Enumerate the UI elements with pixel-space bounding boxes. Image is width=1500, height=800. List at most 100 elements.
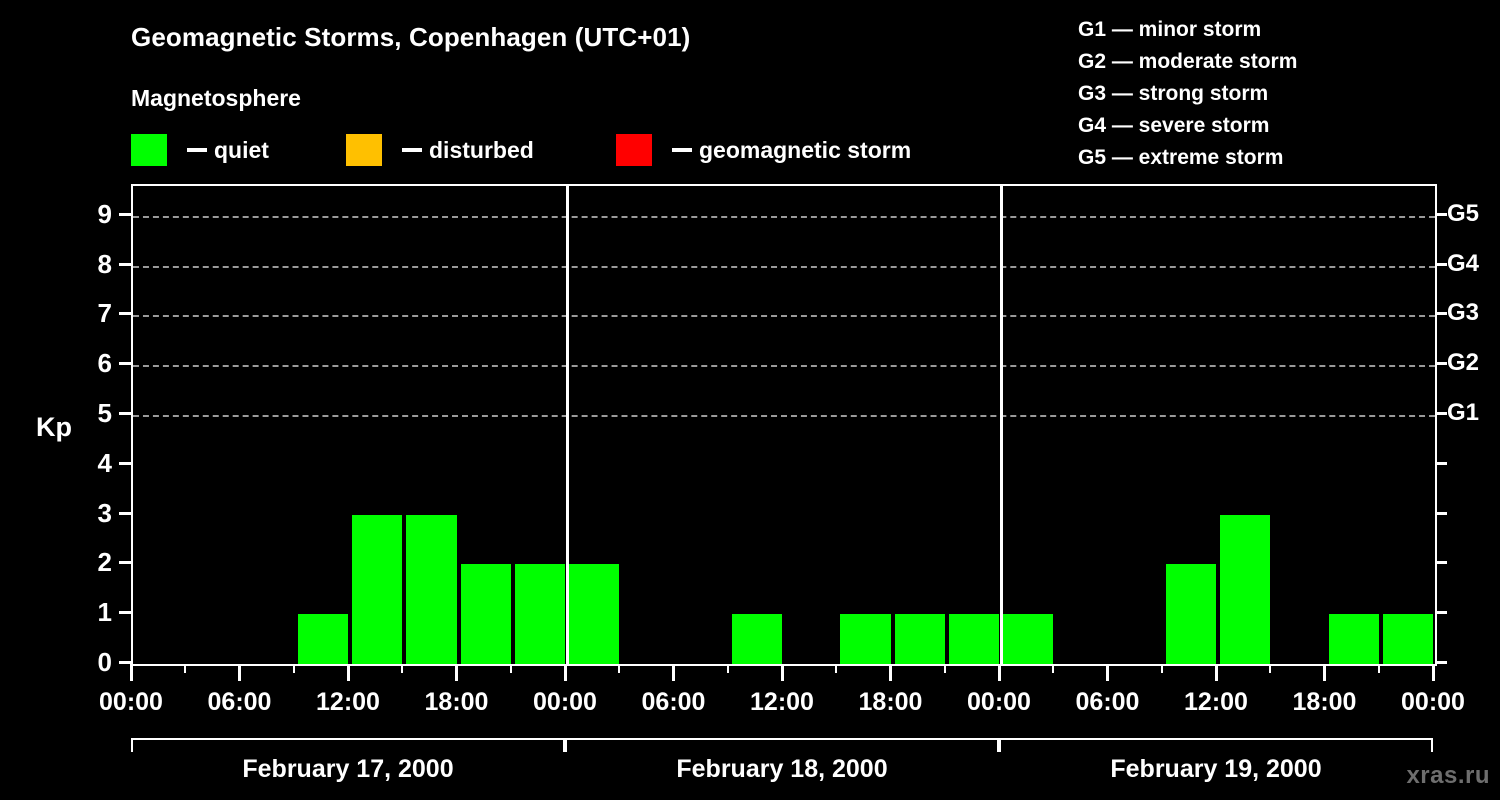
g-axis-tick-mark — [1435, 362, 1447, 366]
y-axis-tick-label: 7 — [97, 298, 112, 329]
bar — [460, 564, 511, 664]
gscale-line-g3: G3 — strong storm — [1078, 82, 1269, 105]
gridline-kp-5 — [133, 415, 1435, 418]
x-axis-minor-tick — [1377, 664, 1380, 673]
x-axis-major-tick — [780, 664, 784, 681]
bar — [894, 614, 945, 664]
y-axis-tick-mark — [119, 461, 131, 465]
x-axis-minor-tick — [1052, 664, 1055, 673]
y-axis-tick-label: 4 — [97, 447, 112, 478]
day-bracket — [131, 738, 565, 752]
gridline-kp-8 — [133, 265, 1435, 268]
day-divider — [565, 186, 569, 664]
bar — [1165, 564, 1216, 664]
x-axis-tick-label: 12:00 — [750, 688, 814, 716]
legend-label-disturbed: disturbed — [429, 136, 534, 163]
y-axis-tick-label: 9 — [97, 198, 112, 229]
x-axis-major-tick — [1323, 664, 1326, 681]
g-axis-tick-mark — [1435, 262, 1447, 266]
x-axis-tick-label: 18:00 — [858, 688, 923, 716]
y-axis-title: Kp — [36, 412, 72, 442]
bar — [352, 514, 403, 664]
x-axis-tick-label: 06:00 — [641, 688, 706, 716]
page-title: Geomagnetic Storms, Copenhagen (UTC+01) — [131, 22, 691, 52]
x-axis-major-tick — [889, 664, 892, 681]
legend-swatch-geomagnetic-storm — [616, 134, 652, 166]
x-axis-major-tick — [129, 664, 133, 681]
legend-heading: Magnetosphere — [131, 85, 301, 111]
g-axis-tick-mark — [1435, 412, 1447, 416]
bar — [840, 614, 891, 664]
bar — [514, 564, 565, 664]
x-axis-tick-label: 12:00 — [316, 688, 380, 716]
y-axis-tick-label: 0 — [97, 647, 112, 677]
bar — [1220, 514, 1271, 664]
g-axis-tick-label: G1 — [1447, 399, 1480, 427]
x-axis-tick-label: 00:00 — [99, 688, 163, 716]
x-axis-minor-tick — [401, 664, 404, 673]
day-label: February 17, 2000 — [242, 755, 454, 783]
y-axis-tick-label: 6 — [97, 348, 112, 379]
y-axis-tick-mark — [119, 312, 131, 316]
x-axis-tick-label: 18:00 — [1292, 688, 1357, 716]
y-axis-tick-label: 1 — [97, 597, 112, 628]
gridline-kp-7 — [133, 315, 1435, 318]
bar — [297, 614, 348, 664]
plot-area — [131, 184, 1437, 666]
gscale-line-g4: G4 — severe storm — [1078, 114, 1270, 137]
y-axis-tick-mark — [119, 262, 131, 266]
y-axis-tick-mark — [119, 511, 131, 515]
watermark: xras.ru — [1406, 762, 1490, 789]
day-divider — [999, 186, 1003, 664]
day-label: February 18, 2000 — [676, 755, 888, 783]
x-axis-major-tick — [455, 664, 458, 681]
g-axis-tick-label: G3 — [1447, 299, 1480, 327]
legend-dash-icon — [187, 148, 207, 152]
y-axis-tick-label: 5 — [97, 398, 112, 429]
y-axis-tick-label: 8 — [97, 248, 112, 279]
g-axis-minor-tick-mark — [1435, 461, 1447, 465]
day-label: February 19, 2000 — [1110, 755, 1322, 783]
x-axis-minor-tick — [1160, 664, 1163, 673]
legend-swatch-disturbed — [346, 134, 382, 166]
x-axis-major-tick — [1214, 664, 1218, 681]
g-axis-minor-tick-mark — [1435, 661, 1447, 664]
y-axis-tick-mark — [119, 661, 131, 664]
y-axis-tick-mark — [119, 611, 131, 615]
y-axis-tick-mark — [119, 362, 131, 366]
g-axis-tick-label: G4 — [1447, 249, 1480, 277]
legend-item-geomagnetic-storm: geomagnetic storm — [616, 133, 911, 167]
g-axis-tick-mark — [1435, 312, 1447, 316]
y-axis-tick-label: 2 — [97, 547, 112, 578]
y-axis-tick-mark — [119, 212, 131, 216]
bar — [1328, 614, 1379, 664]
x-axis-major-tick — [346, 664, 350, 681]
y-axis-tick-mark — [119, 561, 131, 565]
g-axis-minor-tick-mark — [1435, 561, 1447, 565]
x-axis-major-tick — [238, 664, 241, 681]
x-axis-minor-tick — [509, 664, 512, 673]
legend-dash-icon — [672, 148, 692, 152]
bar — [948, 614, 999, 664]
plot-inner — [133, 186, 1435, 664]
g-axis-tick-label: G2 — [1447, 349, 1480, 377]
g-axis-tick-mark — [1435, 212, 1447, 216]
y-axis-tick-mark — [119, 412, 131, 416]
gscale-line-g2: G2 — moderate storm — [1078, 50, 1298, 73]
x-axis-minor-tick — [618, 664, 621, 673]
bar — [1382, 614, 1433, 664]
g-axis-tick-label: G5 — [1447, 199, 1480, 227]
legend-label-geomagnetic-storm: geomagnetic storm — [699, 136, 912, 163]
x-axis-tick-label: 00:00 — [533, 688, 597, 716]
g-axis-minor-tick-mark — [1435, 611, 1447, 615]
y-axis-tick-label: 3 — [97, 497, 112, 528]
bar — [731, 614, 782, 664]
x-axis-tick-label: 06:00 — [207, 688, 272, 716]
gridline-kp-6 — [133, 365, 1435, 368]
x-axis-tick-label: 18:00 — [424, 688, 489, 716]
legend-item-quiet: quiet — [131, 133, 269, 167]
x-axis-major-tick — [1431, 664, 1435, 681]
x-axis-tick-label: 00:00 — [967, 688, 1031, 716]
x-axis-minor-tick — [292, 664, 295, 673]
